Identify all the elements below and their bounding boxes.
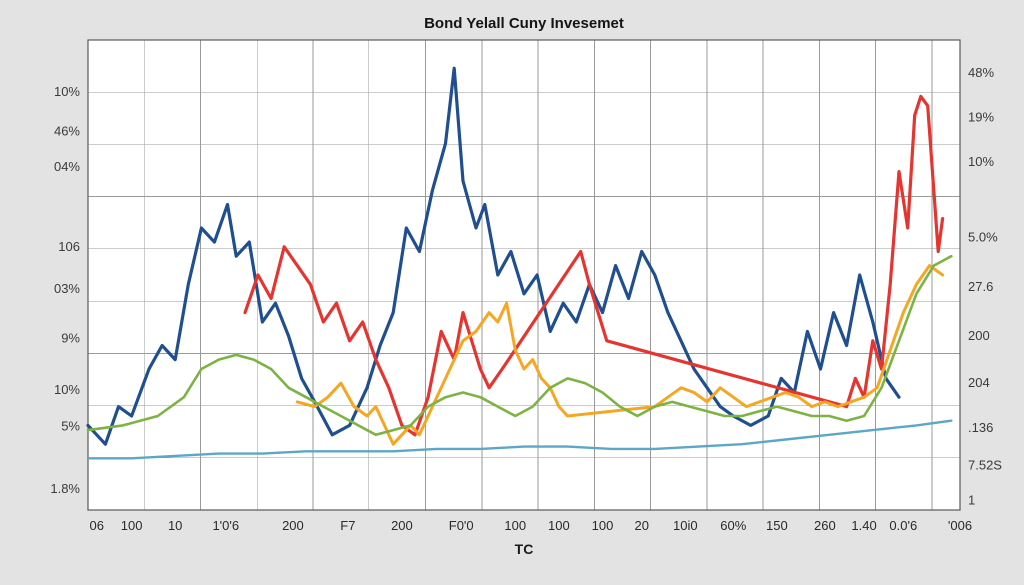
y-right-tick: 200 bbox=[968, 328, 990, 343]
y-left-tick: 10% bbox=[54, 382, 80, 397]
x-tick: 100 bbox=[548, 518, 570, 533]
y-right-tick: 7.52S bbox=[968, 457, 1002, 472]
plot-area bbox=[88, 40, 960, 510]
y-left-tick: 1.8% bbox=[50, 481, 80, 496]
x-tick: 0.0'6 bbox=[889, 518, 917, 533]
y-left-tick: 03% bbox=[54, 281, 80, 296]
x-tick: 200 bbox=[282, 518, 304, 533]
y-right-tick: .136 bbox=[968, 420, 993, 435]
x-tick: 1'0'6 bbox=[212, 518, 239, 533]
x-tick: 100 bbox=[592, 518, 614, 533]
x-tick: 100 bbox=[504, 518, 526, 533]
y-right-tick: 48% bbox=[968, 65, 994, 80]
y-right-tick: 10% bbox=[968, 154, 994, 169]
x-tick: 260 bbox=[814, 518, 836, 533]
x-tick: 200 bbox=[391, 518, 413, 533]
y-left-tick: 10% bbox=[54, 84, 80, 99]
chart-container: Bond Yelall Cuny Invesemet10%46%04%10603… bbox=[0, 0, 1024, 585]
x-tick: 10i0 bbox=[673, 518, 698, 533]
y-left-tick: 9% bbox=[61, 330, 80, 345]
y-left-tick: 04% bbox=[54, 159, 80, 174]
x-tick: 20 bbox=[634, 518, 648, 533]
y-left-tick: 5% bbox=[61, 418, 80, 433]
y-left-tick: 106 bbox=[58, 239, 80, 254]
x-tick: F0'0 bbox=[449, 518, 474, 533]
y-right-tick: 5.0% bbox=[968, 229, 998, 244]
y-right-tick: 204 bbox=[968, 375, 990, 390]
chart-title: Bond Yelall Cuny Invesemet bbox=[424, 15, 624, 32]
y-right-tick: 19% bbox=[968, 110, 994, 125]
x-axis-label: TC bbox=[515, 541, 534, 557]
x-tick: 1.40 bbox=[851, 518, 876, 533]
x-tick: '006 bbox=[948, 518, 972, 533]
x-tick: 100 bbox=[121, 518, 143, 533]
y-right-tick: 1 bbox=[968, 493, 975, 508]
x-tick: 10 bbox=[168, 518, 182, 533]
y-left-tick: 46% bbox=[54, 124, 80, 139]
y-right-tick: 27.6 bbox=[968, 279, 993, 294]
x-tick: 06 bbox=[89, 518, 103, 533]
x-tick: 60% bbox=[720, 518, 746, 533]
x-tick: 150 bbox=[766, 518, 788, 533]
line-chart: Bond Yelall Cuny Invesemet10%46%04%10603… bbox=[0, 0, 1024, 585]
x-tick: F7 bbox=[340, 518, 355, 533]
